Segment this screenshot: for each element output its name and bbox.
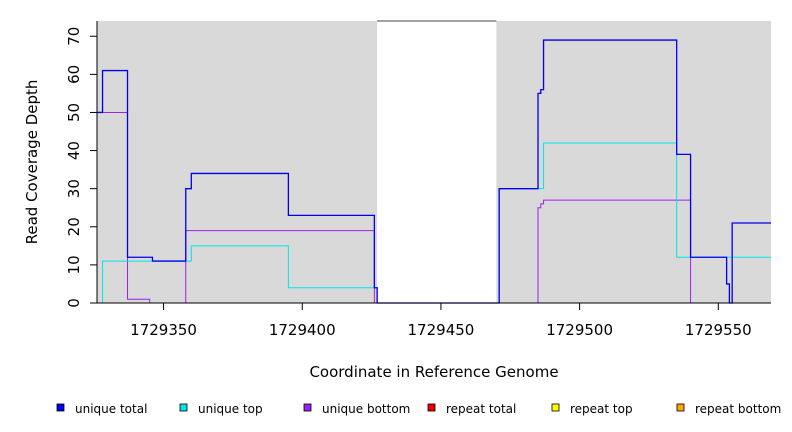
plot-background xyxy=(97,20,771,303)
uncovered-region xyxy=(377,21,497,303)
legend-swatch-repeat-total xyxy=(427,403,436,412)
legend-swatch-unique-bottom xyxy=(303,403,312,412)
y-tick-label: 0 xyxy=(65,298,83,308)
y-axis-title: Read Coverage Depth xyxy=(23,80,41,245)
legend-swatch-repeat-top xyxy=(551,403,560,412)
legend-label-unique-total: unique total xyxy=(75,402,147,416)
legend-label-repeat-bottom: repeat bottom xyxy=(695,402,781,416)
y-tick-label: 30 xyxy=(65,179,83,198)
x-tick-label: 1729450 xyxy=(408,321,475,339)
y-tick-label: 70 xyxy=(65,27,83,46)
y-tick-label: 60 xyxy=(65,65,83,84)
x-axis-title: Coordinate in Reference Genome xyxy=(309,363,558,381)
y-tick-label: 10 xyxy=(65,255,83,274)
legend-label-repeat-top: repeat top xyxy=(570,402,633,416)
axes: 1729350 1729400 1729450 1729500 1729550 0 10 20… xyxy=(65,21,771,339)
legend: unique total unique top unique bottom repea… xyxy=(56,402,781,416)
y-tick-label: 20 xyxy=(65,217,83,236)
legend-label-unique-top: unique top xyxy=(198,402,263,416)
legend-swatch-unique-total xyxy=(56,403,65,412)
x-tick-label: 1729350 xyxy=(130,321,197,339)
y-tick-label: 50 xyxy=(65,103,83,122)
legend-swatch-repeat-bottom xyxy=(676,403,685,412)
x-tick-label: 1729500 xyxy=(546,321,613,339)
x-tick-label: 1729400 xyxy=(269,321,336,339)
legend-label-repeat-total: repeat total xyxy=(446,402,516,416)
legend-label-unique-bottom: unique bottom xyxy=(322,402,410,416)
x-tick-label: 1729550 xyxy=(685,321,752,339)
legend-swatch-unique-top xyxy=(179,403,188,412)
y-tick-label: 40 xyxy=(65,141,83,160)
